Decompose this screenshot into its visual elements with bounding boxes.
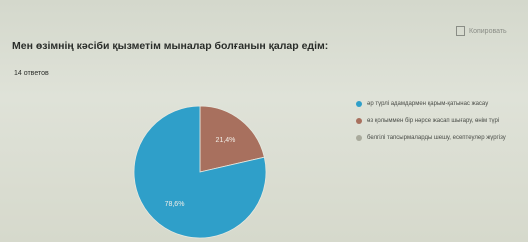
- legend-label: өз қолыммен бір нәрсе жасап шығару, өнім…: [367, 117, 499, 125]
- legend-item: әр түрлі адамдармен қарым-қатынас жасау: [356, 100, 516, 108]
- page: Мен өзімнің кәсіби қызметім мыналар болғ…: [0, 0, 528, 242]
- legend-swatch: [356, 101, 362, 107]
- legend: әр түрлі адамдармен қарым-қатынас жасау ө…: [356, 100, 516, 151]
- legend-swatch: [356, 118, 362, 124]
- legend-swatch: [356, 135, 362, 141]
- slice-label: 78,6%: [165, 201, 185, 208]
- legend-label: әр түрлі адамдармен қарым-қатынас жасау: [367, 100, 488, 108]
- slice-label: 21,4%: [216, 137, 236, 144]
- legend-item: белгілі тапсырмаларды шешу, есептеулер ж…: [356, 134, 516, 142]
- legend-label: белгілі тапсырмаларды шешу, есептеулер ж…: [367, 134, 506, 142]
- legend-item: өз қолыммен бір нәрсе жасап шығару, өнім…: [356, 117, 516, 125]
